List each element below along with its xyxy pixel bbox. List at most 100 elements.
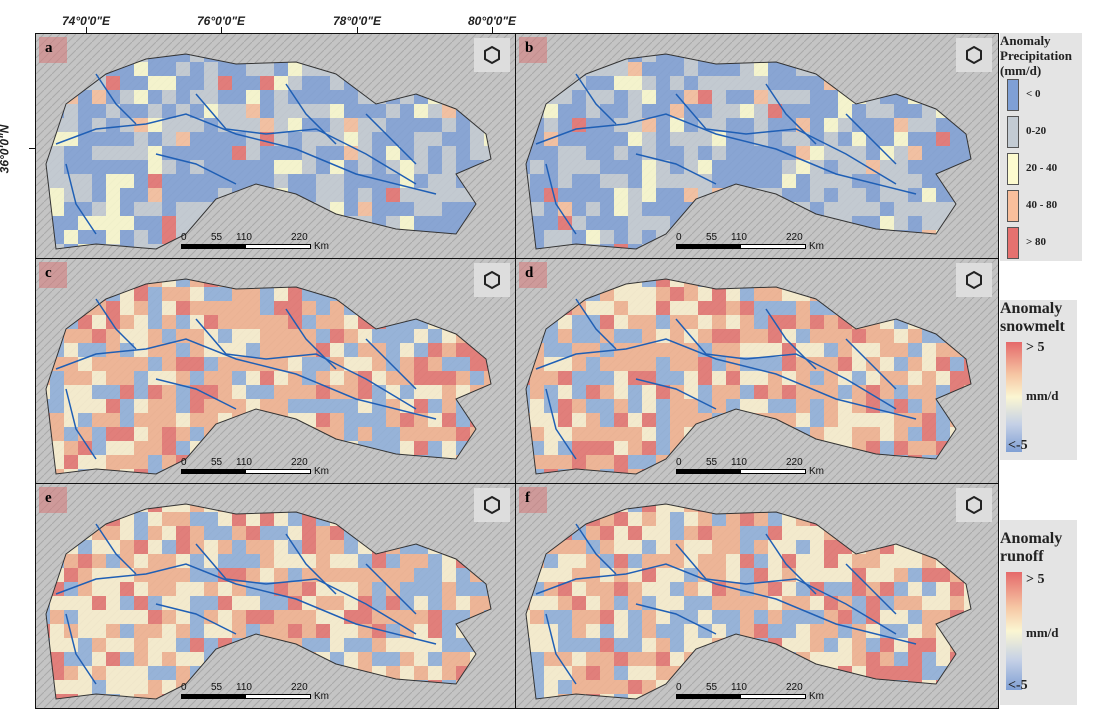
raster-cell (572, 202, 586, 216)
raster-cell (428, 596, 442, 610)
raster-cell (78, 174, 92, 188)
raster-cell (544, 427, 558, 441)
raster-cell (274, 371, 288, 385)
raster-cell (558, 118, 572, 132)
raster-cell (316, 385, 330, 399)
raster-cell (628, 441, 642, 455)
raster-cell (162, 554, 176, 568)
basin-boundary (525, 53, 972, 250)
raster-cell (176, 54, 190, 62)
raster-cell (176, 146, 190, 160)
north-arrow-icon (474, 263, 510, 297)
raster-cell (232, 596, 246, 610)
raster-cell (148, 315, 162, 329)
raster-cell (880, 371, 894, 385)
raster-cell (684, 413, 698, 427)
raster-cell (544, 216, 558, 230)
raster-cell (218, 540, 232, 554)
raster-cell (600, 441, 614, 455)
raster-cell (64, 427, 78, 441)
raster-cell (894, 666, 908, 680)
raster-cell (684, 174, 698, 188)
raster-cell (558, 343, 572, 357)
raster-cell (894, 385, 908, 399)
raster-cell (64, 329, 78, 343)
raster-cell (740, 160, 754, 174)
raster-cell (782, 174, 796, 188)
raster-cell (190, 371, 204, 385)
raster-cell (586, 624, 600, 638)
raster-cell (810, 554, 824, 568)
raster-cell (922, 596, 936, 610)
raster-cell (120, 329, 134, 343)
raster-cell (530, 610, 544, 624)
river (635, 378, 717, 410)
raster-cell (656, 146, 670, 160)
raster-cell (782, 610, 796, 624)
raster-cell (572, 357, 586, 371)
raster-cell (204, 118, 218, 132)
raster-cell (740, 104, 754, 118)
raster-cell (64, 652, 78, 666)
raster-cell (92, 554, 106, 568)
raster-cell (712, 526, 726, 540)
raster-cell (330, 554, 344, 568)
raster-cell (810, 399, 824, 413)
raster-cell (358, 132, 372, 146)
raster-cell (698, 287, 712, 301)
raster-cell (106, 174, 120, 188)
raster-cell (442, 216, 456, 230)
raster-cell (162, 441, 176, 455)
raster-cell (712, 90, 726, 104)
raster-cell (78, 568, 92, 582)
raster-cell (400, 708, 414, 709)
raster-cell (134, 230, 148, 244)
river (535, 338, 917, 420)
raster-cell (330, 624, 344, 638)
scale-label: 220 (786, 232, 803, 243)
raster-cell (894, 118, 908, 132)
raster-cell (484, 708, 498, 709)
raster-cell (558, 174, 572, 188)
raster-cell (992, 708, 999, 709)
raster-cell (866, 624, 880, 638)
raster-cell (50, 385, 64, 399)
raster-cell (768, 624, 782, 638)
raster-cell (880, 104, 894, 118)
raster-cell (176, 596, 190, 610)
raster-cell (92, 104, 106, 118)
raster-cell (852, 202, 866, 216)
raster-cell (92, 441, 106, 455)
river (635, 603, 717, 635)
raster-cell (530, 174, 544, 188)
raster-cell (684, 357, 698, 371)
raster-cell (810, 160, 824, 174)
raster-cell (656, 216, 670, 230)
raster-cell (586, 202, 600, 216)
basin-boundary (45, 53, 492, 250)
raster-cell (796, 554, 810, 568)
raster-cell (148, 357, 162, 371)
raster-cell (698, 62, 712, 76)
raster-cell (204, 188, 218, 202)
raster-cell (148, 582, 162, 596)
raster-cell (586, 652, 600, 666)
raster-cell (922, 188, 936, 202)
raster-cell (400, 399, 414, 413)
river (675, 318, 897, 410)
raster-cell (106, 188, 120, 202)
raster-cell (586, 455, 600, 469)
raster-cell (344, 104, 358, 118)
raster-cell (414, 174, 428, 188)
raster-cell (120, 680, 134, 694)
raster-cell (232, 371, 246, 385)
raster-cell (330, 399, 344, 413)
raster-cell (558, 554, 572, 568)
raster-cell (754, 540, 768, 554)
raster-cell (92, 582, 106, 596)
raster-cell (656, 301, 670, 315)
raster-cell (64, 244, 78, 249)
raster-cell (586, 596, 600, 610)
raster-cell (148, 174, 162, 188)
raster-cell (866, 554, 880, 568)
